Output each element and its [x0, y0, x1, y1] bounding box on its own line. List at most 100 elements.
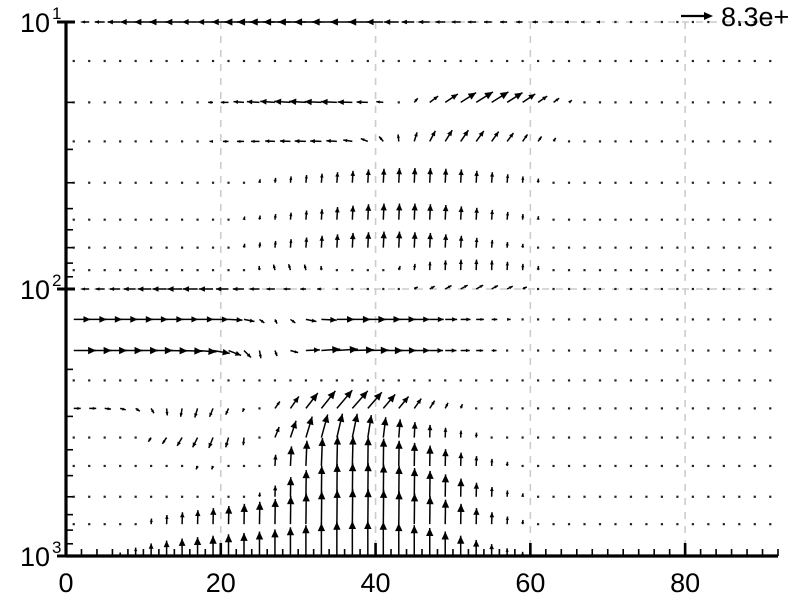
vector-dot	[490, 407, 493, 410]
vector-dot	[583, 181, 586, 184]
vector-arrow-head	[384, 19, 391, 25]
vector-dot	[103, 495, 106, 498]
vector-dot	[722, 269, 725, 272]
vector-arrow-head	[457, 478, 465, 487]
vector-arrow-head	[431, 400, 435, 405]
vector-dot	[691, 436, 694, 439]
vector-arrow-head	[123, 286, 129, 292]
vector-dot	[165, 101, 168, 104]
vector-dot	[242, 181, 246, 184]
vector-arrow-head	[483, 20, 488, 24]
vector-dot	[196, 246, 199, 249]
vector-arrow-head	[349, 345, 358, 354]
vector-arrow-head	[260, 319, 265, 323]
vector-dot	[691, 349, 694, 352]
vector-dot	[769, 20, 772, 24]
vector-dot	[180, 269, 184, 272]
vector-arrow-head	[160, 316, 168, 323]
vector-dot	[397, 379, 400, 382]
vector-arrow-head	[381, 168, 387, 175]
vector-arrow-head	[528, 93, 536, 100]
vector-dot	[258, 59, 261, 63]
vector-dot	[119, 59, 122, 63]
vector-arrow-head	[441, 499, 450, 508]
vector-arrow-head	[413, 263, 417, 268]
vector-dot	[691, 140, 694, 143]
vector-dot	[676, 349, 679, 352]
vector-arrow-head	[366, 18, 374, 26]
vector-arrow-head	[330, 316, 337, 323]
vector-dot	[567, 349, 571, 352]
vector-arrow-head	[505, 490, 509, 494]
vector-arrow-head	[224, 18, 233, 26]
vector-arrow-head	[319, 265, 323, 270]
vector-arrow-head	[329, 18, 338, 26]
vector-arrow-head	[379, 438, 388, 447]
vector-dot	[629, 246, 633, 249]
vector-dot	[351, 379, 354, 382]
vector-arrow-head	[191, 316, 199, 323]
vector-arrow-head	[521, 493, 525, 497]
vector-arrow-head	[462, 130, 469, 137]
vector-dot	[552, 464, 555, 468]
vector-dot	[490, 59, 493, 63]
vector-dot	[707, 181, 710, 184]
vector-arrow-head	[294, 139, 300, 144]
vector-dot	[227, 181, 230, 184]
vector-dot	[180, 181, 184, 184]
vector-arrow-head	[347, 316, 355, 323]
vector-dot	[227, 246, 230, 249]
vector-arrow-head	[474, 259, 479, 265]
vector-dot	[444, 59, 447, 63]
vector-arrow-head	[242, 243, 246, 248]
vector-arrow-head	[334, 234, 340, 241]
vector-dot	[88, 101, 91, 104]
vector-arrow-head	[397, 265, 401, 270]
vector-arrow-head	[414, 286, 418, 290]
vector-dot	[598, 101, 602, 104]
vector-arrow-head	[474, 237, 479, 243]
vector-dot	[598, 181, 602, 184]
vector-dot	[738, 287, 741, 291]
y-tick-label-mantissa: 10	[20, 8, 50, 38]
vector-arrow-head	[364, 489, 372, 498]
vector-dot	[72, 523, 75, 526]
vector-arrow-head	[555, 98, 560, 102]
vector-arrow-head	[182, 19, 189, 25]
vector-arrow-head	[246, 99, 253, 105]
vector-arrow-head	[148, 438, 152, 442]
vector-dot	[567, 218, 571, 221]
vector-arrow-head	[251, 139, 255, 144]
vector-arrow-head	[499, 91, 509, 100]
vector-arrow-head	[441, 531, 449, 540]
vector-dot	[227, 269, 230, 272]
vector-dot	[180, 218, 184, 221]
vector-dot	[103, 464, 106, 468]
vector-arrow-head	[490, 172, 495, 177]
vector-arrow-head	[288, 264, 292, 268]
vector-arrow-head	[507, 317, 511, 321]
vector-dot	[366, 287, 369, 291]
vector-dot	[211, 495, 215, 498]
vector-dot	[521, 464, 524, 468]
vector-dot	[134, 218, 137, 221]
vector-arrow-head	[134, 18, 142, 26]
vector-dot	[196, 59, 199, 63]
vector-arrow-head	[426, 470, 434, 479]
vector-arrow-head	[149, 518, 153, 523]
vector-dot	[753, 20, 756, 24]
vector-arrow-head	[365, 232, 372, 239]
vector-arrow-head	[463, 285, 468, 289]
vector-dot	[180, 101, 184, 104]
vector-dot	[134, 379, 137, 382]
vector-dot	[506, 59, 509, 63]
vector-dot	[134, 464, 137, 468]
vector-dot	[645, 246, 648, 249]
vector-arrow-head	[536, 178, 540, 183]
vector-dot	[506, 436, 509, 439]
vector-arrow-head	[289, 98, 297, 106]
vector-dot	[645, 181, 648, 184]
vector-dot	[180, 464, 184, 468]
vector-arrow-head	[304, 210, 309, 215]
vector-arrow-head	[327, 390, 336, 400]
